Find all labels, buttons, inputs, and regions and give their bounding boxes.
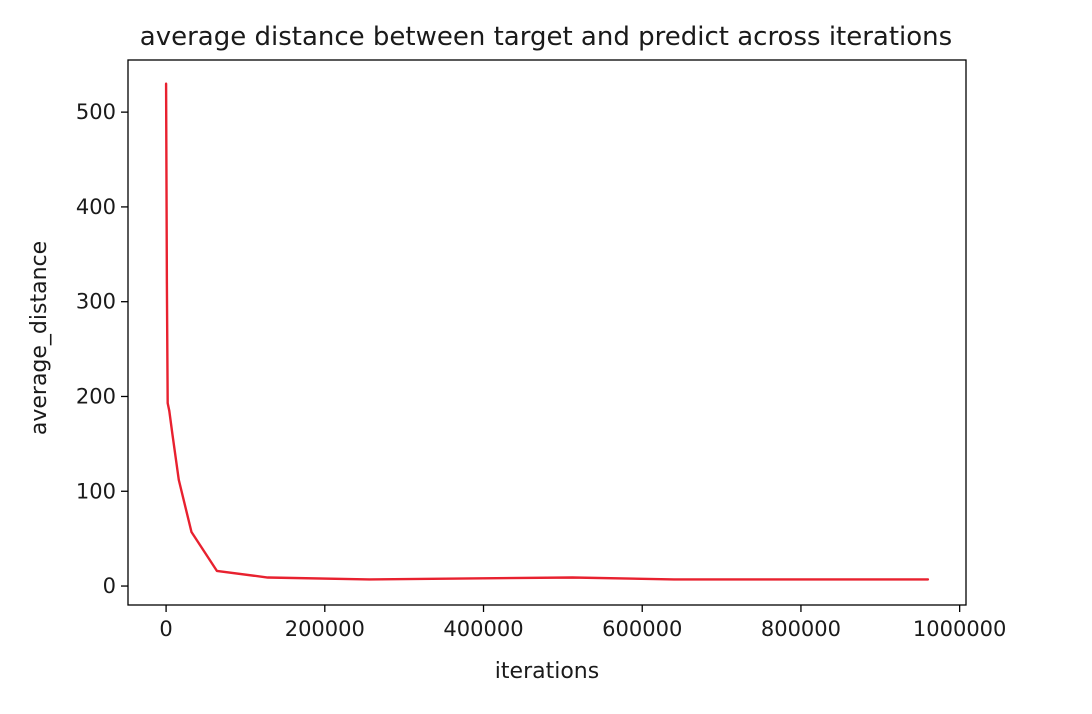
data-point — [774, 578, 777, 581]
y-axis-label: average_distance — [27, 241, 52, 435]
series-layer — [164, 82, 930, 581]
data-point — [165, 82, 167, 85]
data-point — [177, 478, 180, 481]
series-points-0 — [165, 82, 929, 581]
y-tick-label: 200 — [76, 384, 116, 408]
data-point — [266, 576, 269, 579]
x-tick-label: 0 — [159, 617, 172, 641]
x-tick-label: 600000 — [602, 617, 682, 641]
data-point — [571, 576, 574, 579]
plot-frame — [127, 59, 967, 606]
y-tick-label: 0 — [103, 574, 116, 598]
y-tick-label: 100 — [76, 479, 116, 503]
data-point — [190, 531, 193, 533]
y-tick-label: 400 — [76, 195, 116, 219]
x-tick-label: 1000000 — [913, 617, 1007, 641]
data-point — [673, 578, 675, 581]
data-point — [171, 433, 174, 436]
x-axis: 0 200000 400000 600000 800000 1000000 — [159, 605, 1006, 641]
series-line-0 — [164, 82, 930, 581]
x-axis-label: iterations — [495, 659, 599, 684]
data-point — [168, 409, 171, 412]
data-point — [165, 281, 168, 284]
data-point — [927, 578, 929, 581]
y-tick-label: 500 — [76, 100, 116, 124]
y-tick-label: 300 — [76, 290, 116, 314]
x-tick-label: 200000 — [285, 617, 365, 641]
data-point — [876, 578, 879, 581]
data-point — [368, 578, 371, 581]
chart-title: average distance between target and pred… — [140, 22, 952, 52]
plot-area — [127, 59, 967, 606]
x-tick-label: 800000 — [761, 617, 841, 641]
data-point — [215, 569, 218, 572]
x-tick-label: 400000 — [443, 617, 523, 641]
data-point — [469, 577, 472, 580]
data-point — [166, 402, 169, 405]
y-axis: 0 100 200 300 400 500 — [76, 100, 128, 598]
